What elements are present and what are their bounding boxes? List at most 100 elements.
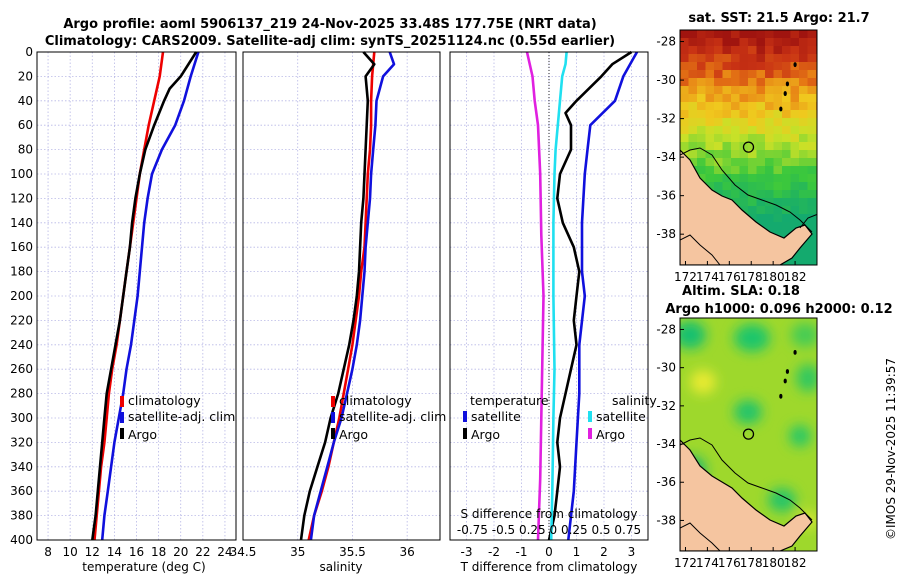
sst-cell — [782, 46, 791, 55]
track-point — [785, 369, 790, 374]
map-y-tick-label: -28 — [656, 35, 676, 49]
sst-cell — [773, 150, 783, 159]
sst-cell — [722, 118, 732, 127]
sst-cell — [680, 94, 689, 103]
sst-cell — [782, 174, 791, 183]
sst-cell — [773, 70, 783, 79]
sst-cell — [705, 110, 715, 119]
sst-cell — [748, 78, 757, 87]
sst-cell — [731, 174, 740, 183]
sst-cell — [722, 190, 732, 199]
sst-cell — [782, 214, 791, 223]
sst-cell — [731, 150, 740, 159]
sst-cell — [790, 94, 800, 103]
sst-cell — [799, 54, 808, 63]
y-tick-label: 100 — [10, 167, 33, 181]
sst-cell — [739, 38, 749, 47]
sst-cell — [799, 38, 808, 47]
sst-cell — [765, 30, 774, 39]
series-t-argo — [547, 50, 633, 541]
sst-cell — [756, 94, 766, 103]
track-point — [793, 62, 797, 68]
sst-cell — [807, 150, 817, 159]
x-tick-label: 10 — [63, 545, 78, 559]
sst-cell — [722, 62, 732, 71]
map-x-tick-label: 174 — [696, 270, 719, 284]
sst-cell — [782, 134, 791, 143]
map-x-tick-label: 178 — [740, 556, 763, 570]
temperature-panel: 8 10 12 14 16 18 20 22 2402040608010012014016018… — [10, 45, 237, 559]
sst-cell — [765, 206, 774, 215]
sst-cell — [688, 134, 698, 143]
sst-cell — [748, 110, 757, 119]
sst-cell — [714, 166, 723, 175]
sst-cell — [697, 150, 706, 159]
x-tick-label: 24 — [217, 545, 232, 559]
sst-cell — [765, 62, 774, 71]
sst-cell — [773, 182, 783, 191]
sst-cell — [799, 110, 808, 119]
map-y-tick-label: -32 — [656, 399, 676, 413]
sst-cell — [756, 30, 766, 39]
sst-cell — [722, 126, 732, 135]
track-point — [783, 378, 787, 384]
sst-cell — [680, 54, 689, 63]
sst-cell — [799, 134, 808, 143]
sst-cell — [688, 94, 698, 103]
sst-cell — [705, 174, 715, 183]
sst-cell — [748, 94, 757, 103]
sst-cell — [799, 118, 808, 127]
sst-cell — [680, 78, 689, 87]
sst-cell — [790, 30, 800, 39]
sst-cell — [739, 158, 749, 167]
sst-cell — [739, 70, 749, 79]
sst-cell — [765, 94, 774, 103]
sst-cell — [688, 38, 698, 47]
sst-cell — [807, 78, 817, 87]
sst-cell — [688, 30, 698, 39]
sla-map-title-line2: Argo h1000: 0.096 h2000: 0.12 — [665, 302, 892, 317]
sst-cell — [765, 158, 774, 167]
sst-cell — [731, 110, 740, 119]
sst-cell — [807, 190, 817, 199]
sst-cell — [807, 174, 817, 183]
sst-cell — [773, 110, 783, 119]
series-satellite-adj-clim — [100, 51, 200, 541]
y-tick-label: 80 — [18, 143, 33, 157]
sst-cell — [790, 38, 800, 47]
sst-cell — [739, 198, 749, 207]
s-difference-label: S difference from climatology — [461, 507, 638, 521]
sst-cell — [722, 38, 732, 47]
isobath-contour — [680, 437, 813, 521]
sst-cell — [697, 70, 706, 79]
sst-cell — [748, 54, 757, 63]
sst-cell — [722, 182, 732, 191]
sst-cell — [807, 222, 817, 231]
series-argo — [299, 51, 376, 541]
legend-clim-label: climatology — [339, 393, 412, 408]
sst-cell — [748, 70, 757, 79]
map-y-tick-label: -36 — [656, 189, 676, 203]
sst-cell — [748, 86, 757, 95]
sst-cell — [680, 102, 689, 111]
sst-cell — [807, 238, 817, 247]
x-tick-label: -1 — [516, 545, 528, 559]
sst-cell — [714, 30, 723, 39]
sst-cell — [688, 78, 698, 87]
series-argo — [91, 51, 198, 541]
temperature-legend: climatology satellite-adj. clim Argo — [120, 393, 235, 442]
sst-cell — [756, 134, 766, 143]
sst-cell — [790, 150, 800, 159]
y-tick-label: 320 — [10, 435, 33, 449]
sst-cell — [748, 126, 757, 135]
sst-cell — [748, 150, 757, 159]
sst-cell — [790, 222, 800, 231]
sst-cell — [722, 142, 732, 151]
sst-cell — [756, 86, 766, 95]
sst-cell — [807, 182, 817, 191]
sst-cell — [714, 158, 723, 167]
legend-temperature-title: temperature — [470, 393, 549, 408]
sst-cell — [782, 118, 791, 127]
sst-cell — [782, 30, 791, 39]
sst-cell — [714, 134, 723, 143]
